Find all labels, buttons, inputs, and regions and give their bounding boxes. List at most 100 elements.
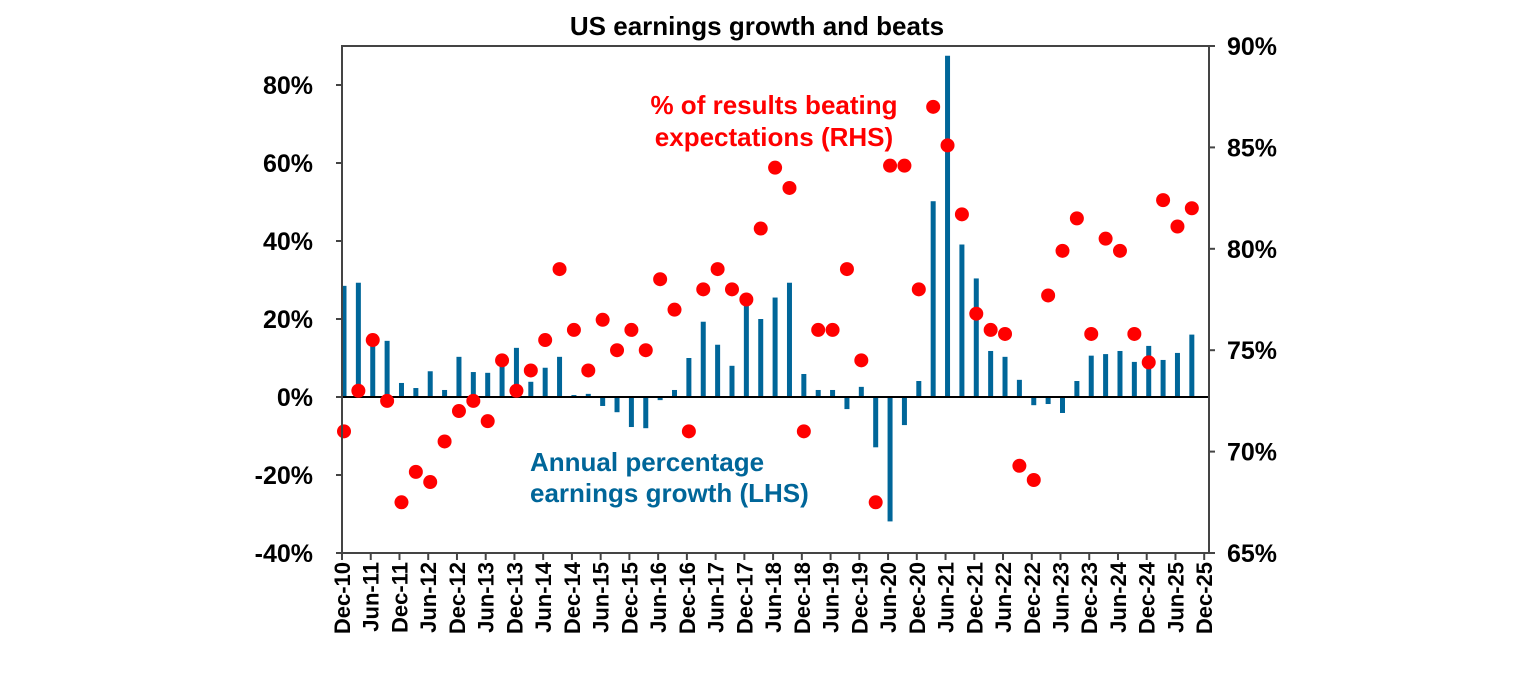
- dot: [538, 333, 553, 348]
- dot: [883, 158, 898, 173]
- dot: [408, 464, 423, 479]
- dot: [365, 333, 380, 348]
- bar: [643, 397, 649, 429]
- x-tick-label: Dec-11: [387, 562, 412, 633]
- bar: [715, 344, 721, 397]
- series-label-growth-line1: Annual percentage: [530, 447, 764, 477]
- bar: [485, 372, 491, 397]
- right-tick-label: 90%: [1227, 33, 1277, 61]
- bar: [945, 55, 951, 397]
- bar: [973, 278, 979, 397]
- right-tick-label: 70%: [1227, 439, 1277, 467]
- dot-series: [337, 99, 1199, 510]
- bar: [600, 397, 606, 406]
- left-tick-label: 60%: [263, 150, 313, 178]
- right-tick-label: 80%: [1227, 236, 1277, 264]
- dot: [1012, 458, 1027, 473]
- dot: [552, 262, 567, 277]
- x-tick-label: Jun-15: [589, 562, 614, 633]
- right-tick-label: 65%: [1227, 540, 1277, 568]
- left-tick-label: -20%: [255, 462, 313, 490]
- bar: [988, 350, 994, 397]
- dot: [566, 322, 581, 337]
- dot: [1098, 231, 1113, 246]
- bar: [413, 388, 419, 397]
- dot: [480, 414, 495, 429]
- series-label-beats-line2: expectations (RHS): [655, 122, 893, 152]
- dot: [337, 424, 351, 439]
- dot: [624, 322, 639, 337]
- plot-frame: [341, 45, 1210, 554]
- x-tick-label: Dec-16: [675, 562, 700, 634]
- dot: [1069, 211, 1084, 226]
- dot: [466, 393, 481, 408]
- left-tick-label: -40%: [255, 540, 313, 568]
- dot: [768, 160, 783, 175]
- x-tick-label: Dec-18: [790, 562, 815, 634]
- x-tick-label: Jun-23: [1049, 562, 1074, 633]
- bar: [1045, 397, 1051, 405]
- bar: [801, 373, 807, 397]
- dot: [724, 282, 739, 297]
- dot: [495, 353, 510, 368]
- x-tick-label: Jun-16: [646, 562, 671, 633]
- bar: [513, 347, 519, 397]
- x-tick-label: Dec-17: [732, 562, 757, 634]
- bar: [355, 282, 361, 397]
- bar: [858, 386, 864, 397]
- bar: [700, 321, 706, 397]
- bar-series: [341, 55, 1195, 522]
- x-tick-label: Dec-20: [905, 562, 930, 634]
- bar: [901, 397, 907, 426]
- dot: [610, 343, 625, 358]
- bar: [1160, 359, 1166, 397]
- bar: [729, 365, 735, 397]
- dot: [667, 302, 682, 317]
- left-tick-label: 20%: [263, 306, 313, 334]
- x-tick-label: Jun-22: [991, 562, 1016, 633]
- dot: [954, 207, 969, 222]
- dot: [394, 495, 409, 510]
- x-axis: Dec-10 Jun-11 Dec-11 Jun-12 Dec-12 Jun-13 Dec-…: [330, 553, 1217, 634]
- bar: [528, 381, 534, 397]
- dot: [451, 404, 466, 419]
- dot: [825, 322, 840, 337]
- bar: [585, 393, 591, 397]
- dot: [926, 99, 941, 114]
- dot: [1112, 243, 1127, 258]
- x-tick-label: Jun-18: [761, 562, 786, 633]
- dot: [696, 282, 711, 297]
- dot: [1084, 326, 1099, 341]
- dot: [811, 322, 826, 337]
- bar: [384, 340, 390, 397]
- dot: [940, 138, 955, 153]
- series-label-beats-line1: % of results beating: [650, 90, 897, 120]
- bar: [370, 338, 376, 397]
- bar: [442, 389, 448, 397]
- dot: [710, 262, 725, 277]
- bar: [499, 365, 505, 397]
- x-tick-label: Jun-25: [1163, 562, 1188, 633]
- bar: [427, 371, 433, 397]
- x-tick-label: Dec-10: [330, 562, 355, 634]
- x-tick-label: Dec-12: [445, 562, 470, 634]
- bar: [1016, 379, 1022, 397]
- bar: [844, 397, 850, 410]
- dot: [868, 495, 883, 510]
- right-axis: 65% 70% 75% 80% 85% 90%: [1209, 33, 1277, 568]
- dot: [1041, 288, 1056, 303]
- x-tick-label: Jun-19: [819, 562, 844, 633]
- bar: [557, 356, 563, 397]
- bar: [1074, 381, 1080, 397]
- left-axis: -40% -20% 0% 20% 40% 60% 80%: [255, 72, 342, 568]
- dot: [1170, 219, 1185, 234]
- dot: [739, 292, 754, 307]
- dot: [753, 221, 768, 236]
- x-tick-label: Jun-17: [704, 562, 729, 633]
- dot: [1127, 326, 1142, 341]
- series-label-growth-line2: earnings growth (LHS): [530, 478, 809, 508]
- x-tick-label: Dec-24: [1135, 561, 1160, 634]
- dot: [782, 180, 797, 195]
- x-tick-label: Dec-19: [847, 562, 872, 634]
